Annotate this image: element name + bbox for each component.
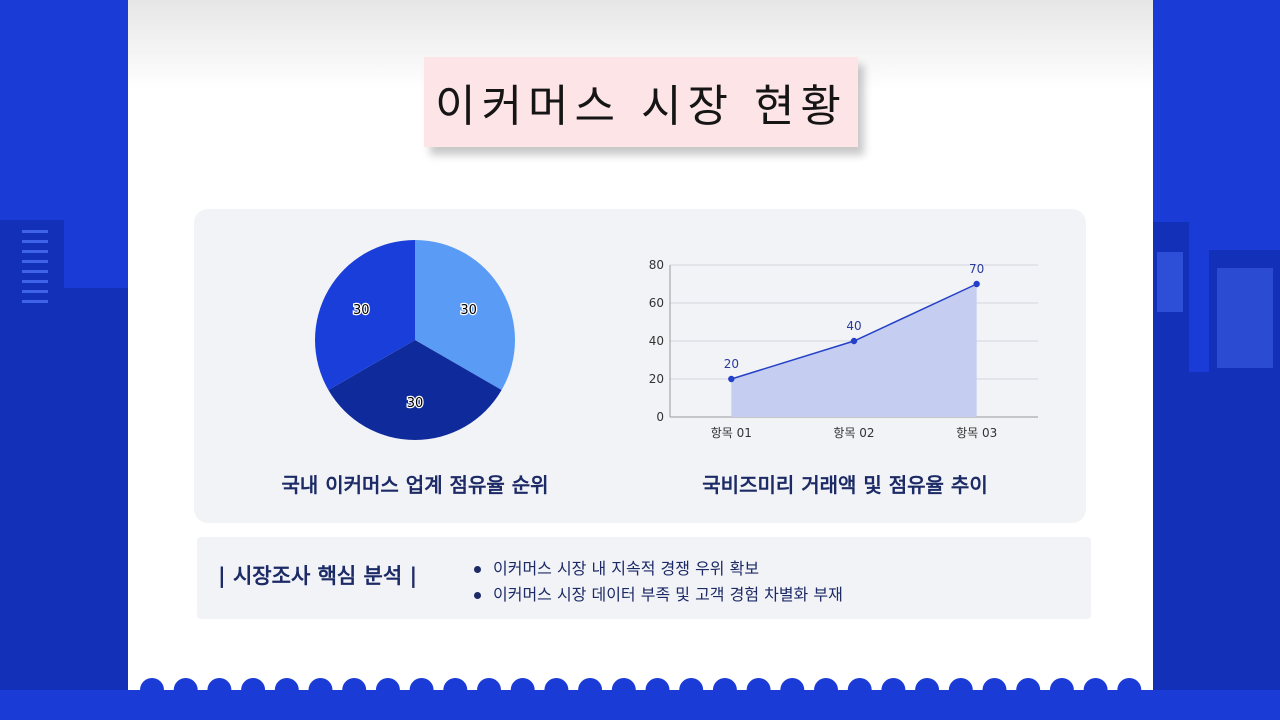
building-right-1 — [1153, 222, 1189, 690]
title-note: 이커머스 시장 현황 — [424, 57, 858, 147]
pie-chart-caption: 국내 이커머스 업계 점유율 순위 — [281, 473, 549, 497]
bottom-band — [0, 690, 1280, 720]
bullet-text: 이커머스 시장 데이터 부족 및 고객 경험 차별화 부재 — [493, 585, 843, 604]
data-point — [728, 375, 735, 383]
pie-chart: 30 30 30 — [315, 240, 515, 440]
y-tick-label: 40 — [649, 334, 664, 348]
analysis-panel — [197, 537, 1091, 619]
bullet-text: 이커머스 시장 내 지속적 경쟁 우위 확보 — [493, 559, 760, 578]
line-chart-caption: 국비즈미리 거래액 및 점유율 추이 — [702, 473, 988, 497]
pie-slice — [315, 240, 415, 390]
y-tick-label: 60 — [649, 296, 664, 310]
y-tick-label: 0 — [656, 410, 664, 424]
data-point — [973, 280, 980, 288]
x-tick-label: 항목 01 — [711, 426, 752, 440]
area-fill — [731, 284, 977, 417]
x-tick-label: 항목 02 — [833, 426, 874, 440]
pie-label: 30 — [353, 303, 370, 318]
y-tick-label: 20 — [649, 372, 664, 386]
building-left-2 — [64, 288, 128, 690]
analysis-bullets: 이커머스 시장 내 지속적 경쟁 우위 확보 이커머스 시장 데이터 부족 및 … — [474, 556, 843, 608]
building-left-1 — [0, 220, 64, 690]
building-right-3 — [1209, 250, 1280, 690]
analysis-heading: | 시장조사 핵심 분석 | — [218, 564, 418, 588]
page-title: 이커머스 시장 현황 — [435, 81, 847, 132]
x-tick-label: 항목 03 — [956, 426, 997, 440]
pie-label: 30 — [407, 396, 424, 411]
data-label: 70 — [969, 262, 984, 276]
pie-slice — [415, 240, 515, 390]
data-point — [850, 337, 858, 345]
bullet-dot-icon — [474, 565, 481, 573]
list-item: 이커머스 시장 데이터 부족 및 고객 경험 차별화 부재 — [474, 582, 843, 608]
data-label: 20 — [724, 357, 739, 371]
building-right-2 — [1189, 372, 1209, 690]
y-tick-label: 80 — [649, 258, 664, 272]
bullet-dot-icon — [474, 591, 481, 599]
pie-label: 30 — [460, 303, 477, 318]
list-item: 이커머스 시장 내 지속적 경쟁 우위 확보 — [474, 556, 843, 582]
data-label: 40 — [846, 319, 861, 333]
line-chart: 0 20 40 60 80 20 40 70 항목 01 항목 02 항목 03 — [649, 258, 1038, 440]
